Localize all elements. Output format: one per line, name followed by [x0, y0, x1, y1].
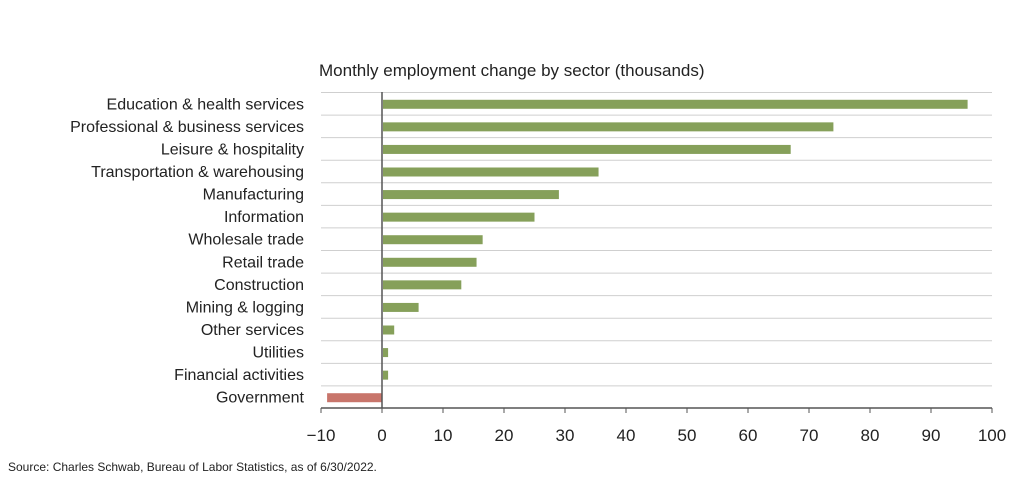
bar [383, 144, 791, 154]
bar [383, 167, 599, 177]
bar [383, 99, 968, 109]
category-label: Education & health services [107, 96, 304, 113]
category-label: Construction [214, 277, 304, 294]
category-label: Information [224, 209, 304, 226]
source-note: Source: Charles Schwab, Bureau of Labor … [8, 460, 377, 474]
bar [383, 257, 477, 267]
category-label: Other services [201, 322, 304, 339]
x-tick-label: 70 [800, 426, 819, 445]
category-label: Financial activities [174, 367, 304, 384]
category-label: Leisure & hospitality [161, 141, 304, 158]
bar [383, 280, 462, 290]
category-label: Manufacturing [203, 187, 304, 204]
bar [383, 190, 559, 200]
x-tick-label: 50 [678, 426, 697, 445]
category-label: Mining & logging [186, 299, 304, 316]
x-tick-label: 0 [377, 426, 386, 445]
bar [383, 302, 419, 312]
bar [383, 212, 535, 222]
x-tick-label: 40 [617, 426, 636, 445]
chart-title: Monthly employment change by sector (tho… [319, 61, 705, 80]
category-label: Utilities [252, 345, 304, 362]
category-label: Government [216, 390, 305, 407]
category-label: Retail trade [222, 254, 304, 271]
x-tick-label: −10 [307, 426, 336, 445]
bar [327, 393, 382, 403]
category-label: Transportation & warehousing [91, 164, 304, 181]
bar [383, 370, 389, 380]
x-tick-label: 80 [861, 426, 880, 445]
x-tick-label: 100 [978, 426, 1006, 445]
category-label: Professional & business services [70, 119, 304, 136]
bar [383, 348, 389, 358]
bar [383, 122, 834, 132]
x-tick-label: 90 [922, 426, 941, 445]
category-label: Wholesale trade [188, 232, 304, 249]
x-tick-label: 10 [434, 426, 453, 445]
x-tick-label: 30 [556, 426, 575, 445]
bar [383, 235, 483, 245]
x-tick-label: 20 [495, 426, 514, 445]
bar [383, 325, 395, 335]
x-tick-label: 60 [739, 426, 758, 445]
